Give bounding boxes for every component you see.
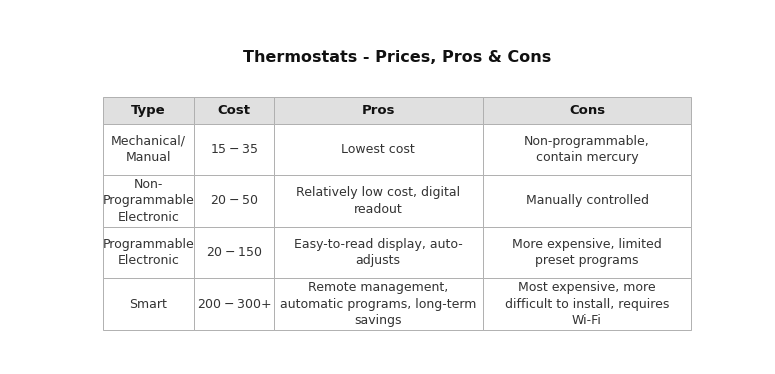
Text: Type: Type <box>131 104 166 117</box>
Text: $200-$300+: $200-$300+ <box>197 298 271 311</box>
Bar <box>194 278 274 330</box>
Text: Mechanical/
Manual: Mechanical/ Manual <box>111 135 186 164</box>
Bar <box>483 227 691 278</box>
Text: Pros: Pros <box>361 104 394 117</box>
Bar <box>483 97 691 123</box>
Text: Programmable
Electronic: Programmable Electronic <box>102 238 195 267</box>
Text: Thermostats - Prices, Pros & Cons: Thermostats - Prices, Pros & Cons <box>243 50 551 65</box>
Bar <box>194 123 274 175</box>
Text: Smart: Smart <box>129 298 167 311</box>
Text: Non-
Programmable
Electronic: Non- Programmable Electronic <box>102 178 195 224</box>
Text: Non-programmable,
contain mercury: Non-programmable, contain mercury <box>524 135 650 164</box>
Text: Cons: Cons <box>569 104 605 117</box>
Text: Lowest cost: Lowest cost <box>341 143 415 156</box>
Bar <box>194 227 274 278</box>
Bar <box>103 175 194 227</box>
Text: Easy-to-read display, auto-
adjusts: Easy-to-read display, auto- adjusts <box>294 238 463 267</box>
Bar <box>483 278 691 330</box>
Text: $20-$150: $20-$150 <box>205 246 262 259</box>
Bar <box>274 227 483 278</box>
Text: Cost: Cost <box>217 104 250 117</box>
Text: More expensive, limited
preset programs: More expensive, limited preset programs <box>512 238 662 267</box>
Text: Most expensive, more
difficult to install, requires
Wi-Fi: Most expensive, more difficult to instal… <box>505 281 669 327</box>
Text: Relatively low cost, digital
readout: Relatively low cost, digital readout <box>296 186 460 216</box>
Bar <box>103 97 194 123</box>
Text: Remote management,
automatic programs, long-term
savings: Remote management, automatic programs, l… <box>280 281 477 327</box>
Bar <box>274 278 483 330</box>
Bar <box>103 123 194 175</box>
Text: $20-$50: $20-$50 <box>210 194 258 208</box>
Text: Manually controlled: Manually controlled <box>525 194 649 208</box>
Bar <box>274 123 483 175</box>
Bar <box>194 175 274 227</box>
Bar <box>274 175 483 227</box>
Bar <box>103 278 194 330</box>
Bar <box>483 175 691 227</box>
Text: $15-$35: $15-$35 <box>210 143 258 156</box>
Bar <box>483 123 691 175</box>
Bar <box>194 97 274 123</box>
Bar <box>274 97 483 123</box>
Bar <box>103 227 194 278</box>
